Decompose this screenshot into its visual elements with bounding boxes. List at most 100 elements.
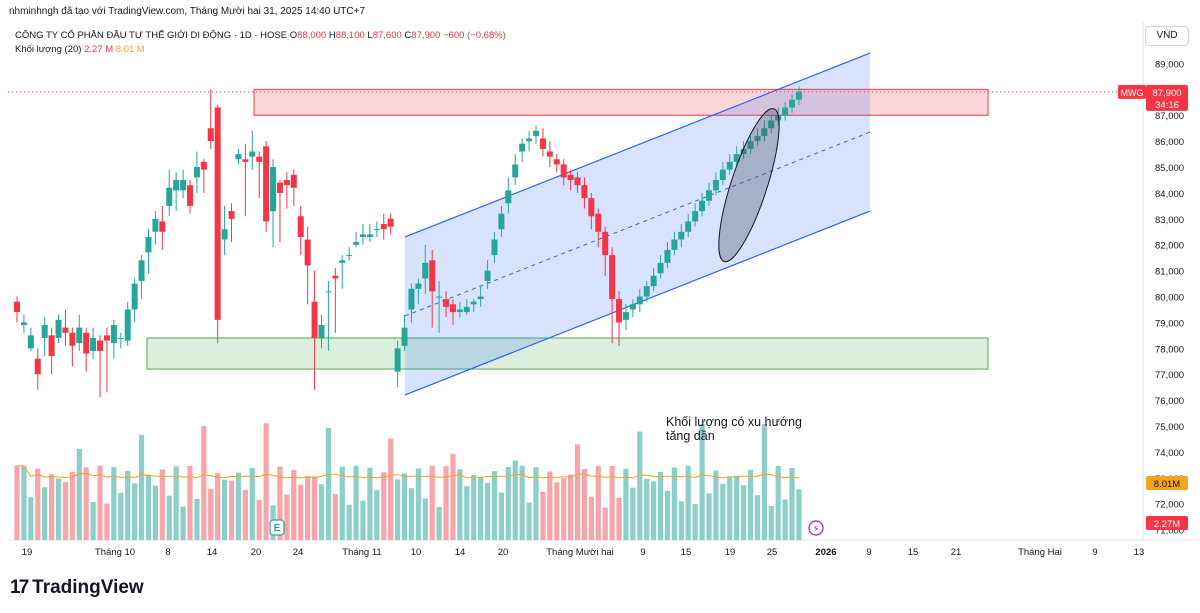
candle [643,281,650,302]
candle-body [443,299,450,307]
y-tick-label: 76,000 [1155,396,1184,407]
tradingview-mark-icon: 17 [10,577,29,598]
volume-bar [395,479,401,540]
volume-bar [55,478,62,540]
volume-bar [166,495,172,540]
volume-bar [734,475,740,540]
volume-bar [554,482,560,540]
candle-body [616,299,623,323]
candle [657,255,664,279]
volume-bar [125,470,131,540]
candle [470,299,477,313]
volume-bar [623,468,629,540]
candle [782,102,789,121]
candle-body [387,218,394,227]
volume-bar [519,465,525,540]
y-tick-label: 81,000 [1155,267,1184,278]
candle-body [83,332,90,354]
volume-bar [277,466,283,540]
candle-body [360,234,366,237]
x-tick-label: 20 [251,547,262,558]
volume-bar [173,466,179,540]
change-value: −600 (−0.68%) [442,30,506,41]
candle [55,314,62,344]
candle-body [546,151,553,157]
candle-body [726,161,733,170]
ma-value-badge [1146,476,1188,490]
candle [48,327,55,375]
volume-bar [311,476,318,540]
candle [97,335,104,398]
volume-bar [443,466,449,540]
candle-body [553,159,560,165]
volume-bar [346,504,352,540]
candle-body [754,135,761,142]
candle-body [768,120,775,129]
volume-bar [782,499,788,540]
candle-body [270,167,277,212]
candle-body [622,312,629,320]
candle [242,143,249,217]
y-tick-label: 75,000 [1155,422,1184,433]
candle [221,205,228,256]
candle-body [505,190,512,204]
candle-body [678,231,685,240]
candle-body [297,216,304,237]
volume-legend: Khối lượng (20) 2.27 M 8.01 M [15,44,145,55]
candle [636,288,643,313]
candle-body [138,260,145,281]
candle-body [235,154,242,160]
tradingview-logo[interactable]: 17 TradingView [10,577,144,599]
candle-body [629,304,636,310]
candle-body [657,262,664,274]
candle [795,86,802,105]
candle-body [124,309,131,341]
y-tick-label: 79,000 [1155,318,1184,329]
candle-body [602,231,609,256]
volume-ma-value: 8.01 M [115,44,145,55]
volume-value-badge [1146,516,1188,530]
volume-bar [484,482,491,540]
candle [318,314,325,349]
low-value: 87,600 [372,30,402,41]
y-tick-label: 86,000 [1155,137,1184,148]
candle-body [484,270,491,281]
candle-body [193,167,200,178]
volume-bar [159,469,165,540]
candle [366,224,373,243]
candle [360,224,366,245]
candle [380,213,387,240]
currency-button[interactable]: VND [1145,26,1189,46]
volume-bar [471,474,477,540]
candle-body [97,340,104,351]
x-tick-label: 24 [293,547,304,558]
candle [110,319,117,359]
candle-body [643,286,650,297]
candle-body [394,348,401,372]
candle [207,89,214,149]
earnings-icon [269,519,285,536]
open-value: 88,000 [297,30,327,41]
volume-bar [692,504,698,540]
volume-bar [588,496,594,540]
candle-body [90,337,97,351]
volume-value: 2.27 M [84,44,114,55]
candle-body [795,91,802,100]
volume-bar [498,492,504,540]
candle [373,221,380,237]
candle-body [609,255,616,300]
volume-bar [775,465,781,540]
candle [747,135,754,155]
y-tick-label: 72,000 [1155,500,1184,511]
candle-body [761,128,768,136]
last-price-label: 87,900 [1152,88,1181,99]
candle [567,169,574,191]
candle [616,291,623,346]
volume-bar [685,465,691,540]
x-tick-label: Tháng Hai [1018,547,1062,558]
volume-bar [242,489,248,540]
volume-bar [671,467,677,540]
candle [546,141,553,168]
volume-label: Khối lượng (20) [15,44,82,55]
